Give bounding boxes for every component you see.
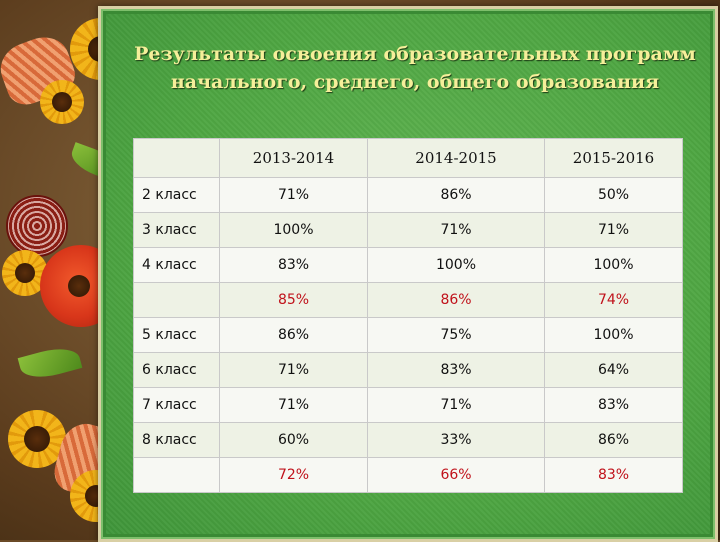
average-cell: 72% [219,457,368,493]
table-cell: 64% [544,352,683,388]
table-row: 8 класс 60% 33% 86% [133,422,683,458]
column-header: 2014-2015 [367,138,545,178]
average-cell: 83% [544,457,683,493]
column-header: 2015-2016 [544,138,683,178]
table-row: 6 класс 71% 83% 64% [133,352,683,388]
average-cell: 66% [367,457,545,493]
table-cell: 83% [219,247,368,283]
average-cell: 86% [367,282,545,318]
row-label: 3 класс [133,212,220,248]
row-label: 5 класс [133,317,220,353]
average-cell: 85% [219,282,368,318]
row-label: 2 класс [133,177,220,213]
table-header-row: 2013-2014 2014-2015 2015-2016 [133,138,683,178]
table-cell: 60% [219,422,368,458]
column-header: 2013-2014 [219,138,368,178]
table-cell: 75% [367,317,545,353]
table-cell: 100% [544,317,683,353]
table-cell: 86% [544,422,683,458]
table-cell: 71% [219,177,368,213]
column-header [133,138,220,178]
row-label [133,282,220,318]
row-label: 4 класс [133,247,220,283]
page-title: Результаты освоения образовательных прог… [120,40,710,96]
table-cell: 86% [367,177,545,213]
row-label: 6 класс [133,352,220,388]
table-cell: 100% [367,247,545,283]
table-row: 5 класс 86% 75% 100% [133,317,683,353]
table-cell: 50% [544,177,683,213]
row-label [133,457,220,493]
table-cell: 71% [367,387,545,423]
table-cell: 100% [544,247,683,283]
row-label: 7 класс [133,387,220,423]
table-cell: 71% [544,212,683,248]
table-row: 7 класс 71% 71% 83% [133,387,683,423]
table-cell: 83% [367,352,545,388]
table-cell: 71% [219,352,368,388]
row-label: 8 класс [133,422,220,458]
average-row: 85% 86% 74% [133,282,683,318]
table-cell: 33% [367,422,545,458]
results-table: 2013-2014 2014-2015 2015-2016 2 класс 71… [133,138,683,493]
table-row: 3 класс 100% 71% 71% [133,212,683,248]
title-line-1: Результаты освоения образовательных прог… [134,43,696,65]
table-cell: 71% [219,387,368,423]
table-cell: 86% [219,317,368,353]
average-row: 72% 66% 83% [133,457,683,493]
table-row: 4 класс 83% 100% 100% [133,247,683,283]
table-row: 2 класс 71% 86% 50% [133,177,683,213]
table-cell: 71% [367,212,545,248]
table-cell: 100% [219,212,368,248]
average-cell: 74% [544,282,683,318]
table-cell: 83% [544,387,683,423]
title-line-2: начального, среднего, общего образования [170,71,660,93]
